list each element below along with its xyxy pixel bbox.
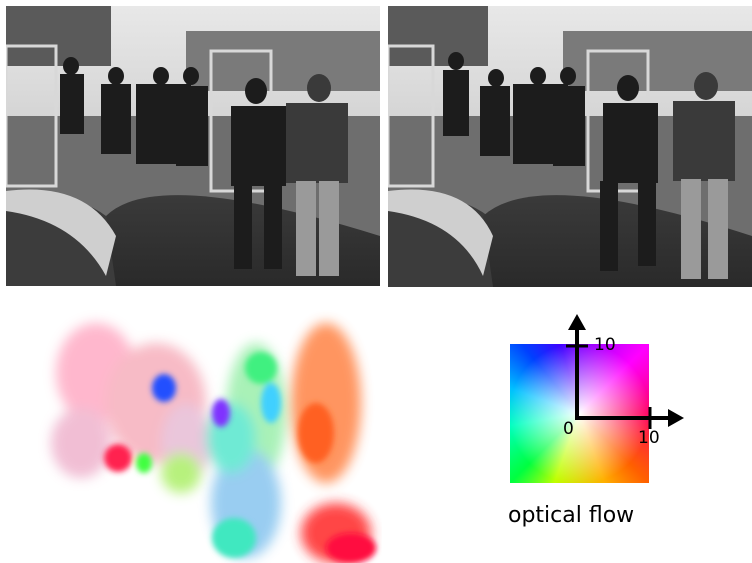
arrow-up-icon — [568, 314, 586, 330]
video-frame-2 — [388, 6, 752, 287]
x-tick-label: 10 — [638, 428, 660, 448]
video-frame-1 — [6, 6, 380, 286]
y-tick-label: 10 — [594, 335, 616, 355]
frame-1-scene — [6, 6, 380, 286]
legend-caption: optical flow — [508, 503, 635, 528]
arrow-right-icon — [668, 409, 684, 427]
flow-color-field — [6, 293, 382, 563]
frame-2-scene — [388, 6, 752, 287]
color-wheel-key — [510, 344, 649, 483]
origin-label: 0 — [563, 419, 574, 439]
legend-axes — [566, 314, 684, 429]
optical-flow-visualization — [6, 293, 382, 563]
flow-color-legend: 10 0 10 — [490, 310, 710, 510]
